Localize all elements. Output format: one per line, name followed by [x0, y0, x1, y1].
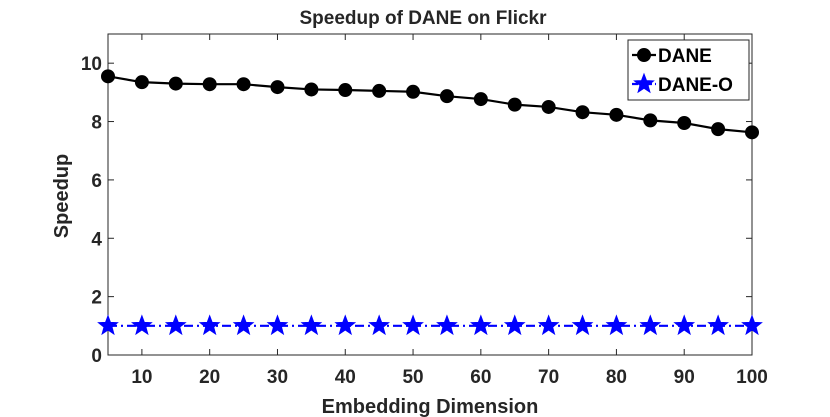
y-axis-ticks: 0 2 4 6 8 10: [81, 54, 752, 367]
point-dane-o-55: [436, 314, 458, 336]
point-dane-65: [507, 97, 522, 112]
y-tick-label-2: 2: [91, 288, 102, 309]
point-dane-o-80: [605, 314, 628, 336]
point-dane-100: [745, 125, 759, 140]
series-layer: [97, 69, 763, 336]
point-dane-o-15: [164, 314, 187, 336]
y-tick-label-6: 6: [91, 171, 102, 192]
point-dane-10: [134, 75, 149, 90]
x-tick-label-40: 40: [335, 367, 356, 388]
point-dane-o-45: [368, 314, 391, 336]
x-tick-label-10: 10: [131, 367, 152, 388]
point-dane-o-90: [673, 314, 696, 336]
y-tick-label-4: 4: [91, 229, 102, 250]
x-tick-label-80: 80: [606, 367, 627, 388]
point-dane-o-85: [639, 314, 662, 336]
y-tick-label-8: 8: [91, 113, 102, 134]
point-dane-60: [473, 92, 488, 107]
point-dane-90: [677, 116, 692, 131]
point-dane-30: [270, 80, 285, 95]
point-dane-o-50: [402, 314, 424, 336]
point-dane-15: [168, 76, 183, 91]
point-dane-o-5: [97, 314, 119, 336]
y-tick-label-0: 0: [91, 346, 102, 367]
x-tick-label-70: 70: [538, 367, 559, 388]
point-dane-20: [202, 77, 217, 92]
x-tick-label-100: 100: [736, 367, 768, 388]
point-dane-o-10: [131, 314, 153, 336]
x-tick-label-20: 20: [199, 367, 220, 388]
point-dane-75: [575, 105, 590, 120]
x-tick-label-30: 30: [267, 367, 288, 388]
point-dane-45: [372, 83, 387, 98]
point-dane-o-70: [537, 314, 560, 336]
point-dane-25: [236, 77, 251, 92]
x-tick-label-60: 60: [470, 367, 491, 388]
point-dane-o-65: [503, 314, 526, 336]
point-dane-o-25: [232, 314, 255, 336]
legend-label-dane: DANE: [658, 46, 712, 67]
point-dane-40: [338, 83, 353, 98]
series-dane-o: [97, 314, 763, 336]
y-tick-label-10: 10: [81, 54, 102, 75]
point-dane-o-30: [266, 314, 289, 336]
point-dane-o-20: [198, 314, 221, 336]
point-dane-70: [541, 99, 556, 114]
x-tick-label-50: 50: [402, 367, 423, 388]
legend-label-dane-o: DANE-O: [658, 75, 733, 96]
x-axis-ticks: 10 20 30 40 50 60 70 80 90 100: [131, 34, 768, 388]
point-dane-50: [406, 84, 421, 99]
point-dane-95: [711, 122, 726, 137]
point-dane-o-100: [741, 314, 763, 336]
point-dane-o-35: [300, 314, 323, 336]
point-dane-o-95: [707, 314, 729, 336]
x-tick-label-90: 90: [674, 367, 695, 388]
point-dane-o-60: [469, 314, 492, 336]
x-axis-label: Embedding Dimension: [322, 396, 539, 417]
point-dane-o-40: [334, 314, 357, 336]
chart-title: Speedup of DANE on Flickr: [299, 8, 547, 29]
series-dane: [101, 69, 759, 140]
legend: DANE DANE-O: [627, 39, 750, 101]
point-dane-5: [101, 69, 115, 84]
legend-marker-dane: [637, 48, 651, 62]
point-dane-80: [609, 107, 624, 122]
legend-marker-dane-o: [633, 72, 655, 94]
point-dane-35: [304, 82, 319, 97]
y-axis-label: Speedup: [51, 154, 73, 238]
point-dane-85: [643, 113, 658, 128]
point-dane-o-75: [571, 314, 594, 336]
point-dane-55: [439, 89, 454, 104]
